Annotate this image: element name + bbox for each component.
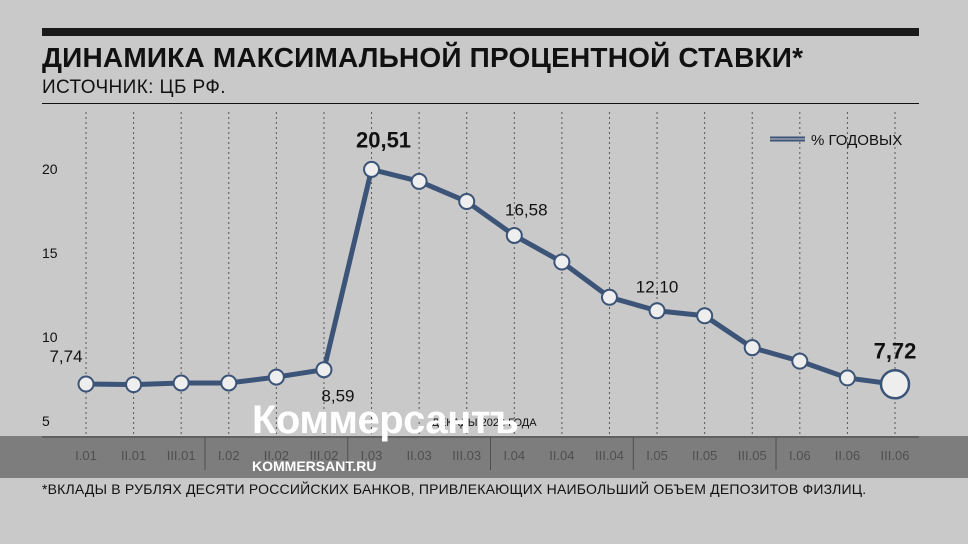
data-label: 7,72 — [874, 338, 917, 363]
watermark-band — [0, 436, 968, 478]
data-point — [505, 226, 523, 244]
legend-label: % ГОДОВЫХ — [811, 132, 902, 149]
watermark-logo: Коммерсантъ — [252, 398, 519, 442]
y-tick-label: 5 — [42, 413, 50, 429]
data-point — [125, 376, 143, 394]
data-label: 16,58 — [505, 200, 548, 219]
chart-title: ДИНАМИКА МАКСИМАЛЬНОЙ ПРОЦЕНТНОЙ СТАВКИ* — [42, 42, 804, 73]
series-line — [85, 166, 896, 388]
data-point — [743, 339, 761, 357]
y-tick-label: 15 — [42, 245, 58, 261]
data-point — [410, 172, 428, 190]
data-point — [363, 160, 381, 178]
data-point — [315, 361, 333, 379]
footnote: *ВКЛАДЫ В РУБЛЯХ ДЕСЯТИ РОССИЙСКИХ БАНКО… — [42, 481, 867, 497]
data-point — [648, 302, 666, 320]
data-point — [600, 288, 618, 306]
data-point — [220, 374, 238, 392]
data-label: 12,10 — [636, 278, 679, 297]
data-point — [267, 368, 285, 386]
header-bar — [42, 28, 919, 36]
data-point — [791, 352, 809, 370]
data-point — [553, 253, 571, 271]
data-point — [879, 369, 911, 400]
data-label: 20,51 — [356, 127, 411, 152]
data-point — [838, 369, 856, 387]
data-label: 8,59 — [321, 387, 354, 406]
header-rule — [42, 103, 919, 104]
data-point — [458, 193, 476, 211]
x-axis-annotation: ДЕКАДЫ 2022 ГОДА — [431, 417, 537, 429]
watermark-url: KOMMERSANT.RU — [252, 458, 377, 474]
data-point — [172, 374, 190, 392]
data-point — [77, 375, 95, 393]
chart-source: ИСТОЧНИК: ЦБ РФ. — [42, 77, 226, 98]
y-tick-label: 10 — [42, 329, 58, 345]
y-tick-label: 20 — [42, 161, 58, 177]
data-point — [696, 307, 714, 325]
data-label: 7,74 — [49, 347, 82, 366]
